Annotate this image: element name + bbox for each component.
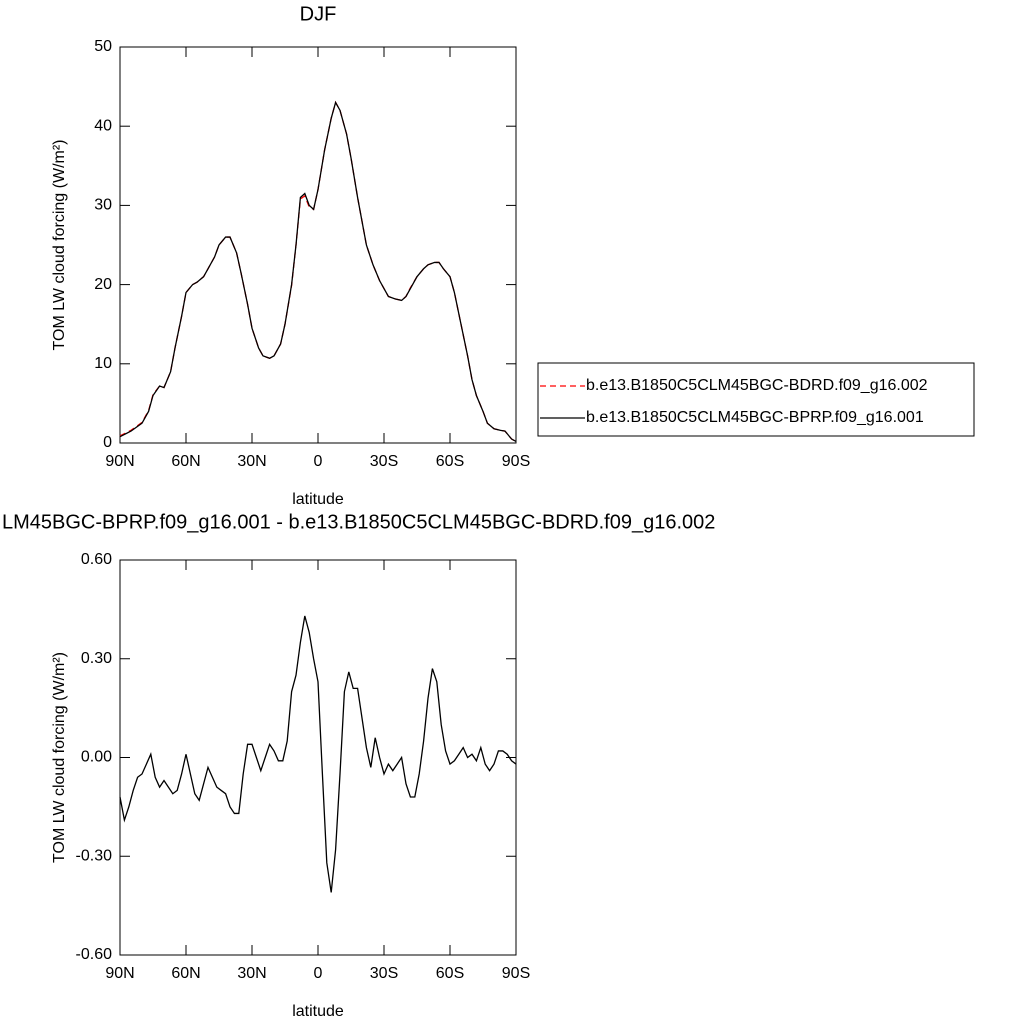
x-axis-label: latitude xyxy=(292,491,344,508)
legend-label: b.e13.B1850C5CLM45BGC-BDRD.f09_g16.002 xyxy=(586,377,928,394)
x-tick-label: 30S xyxy=(370,453,398,470)
data-line xyxy=(119,100,517,442)
chart-title: LM45BGC-BPRP.f09_g16.001 - b.e13.B1850C5… xyxy=(2,511,715,533)
y-tick-label: 20 xyxy=(94,276,112,293)
x-tick-label: 90S xyxy=(502,453,530,470)
x-tick-label: 60N xyxy=(171,965,200,982)
y-tick-label: -0.30 xyxy=(76,847,113,864)
x-tick-label: 30N xyxy=(237,453,266,470)
y-axis-label: TOM LW cloud forcing (W/m²) xyxy=(51,652,68,863)
x-tick-label: 0 xyxy=(314,965,323,982)
x-tick-label: 90N xyxy=(105,965,134,982)
x-tick-label: 90N xyxy=(105,453,134,470)
legend-label: b.e13.B1850C5CLM45BGC-BPRP.f09_g16.001 xyxy=(586,409,924,426)
x-tick-label: 0 xyxy=(314,453,323,470)
legend-box xyxy=(537,362,975,437)
x-tick-label: 30S xyxy=(370,965,398,982)
y-tick-label: 10 xyxy=(94,355,112,372)
x-tick-label: 30N xyxy=(237,965,266,982)
x-tick-label: 60S xyxy=(436,453,464,470)
y-tick-label: -0.60 xyxy=(76,946,113,963)
y-tick-label: 50 xyxy=(94,38,112,55)
y-tick-label: 0.60 xyxy=(81,551,112,568)
y-tick-label: 0.00 xyxy=(81,749,112,766)
y-tick-label: 0 xyxy=(103,434,112,451)
y-axis-label: TOM LW cloud forcing (W/m²) xyxy=(51,140,68,351)
x-axis-label: latitude xyxy=(292,1003,344,1020)
x-tick-label: 60S xyxy=(436,965,464,982)
data-line xyxy=(119,615,517,893)
chart-title: DJF xyxy=(300,3,337,25)
y-tick-label: 40 xyxy=(94,117,112,134)
y-tick-label: 30 xyxy=(94,197,112,214)
x-tick-label: 60N xyxy=(171,453,200,470)
data-line xyxy=(119,100,517,442)
y-tick-label: 0.30 xyxy=(81,650,112,667)
plot-frame xyxy=(119,46,517,444)
x-tick-label: 90S xyxy=(502,965,530,982)
